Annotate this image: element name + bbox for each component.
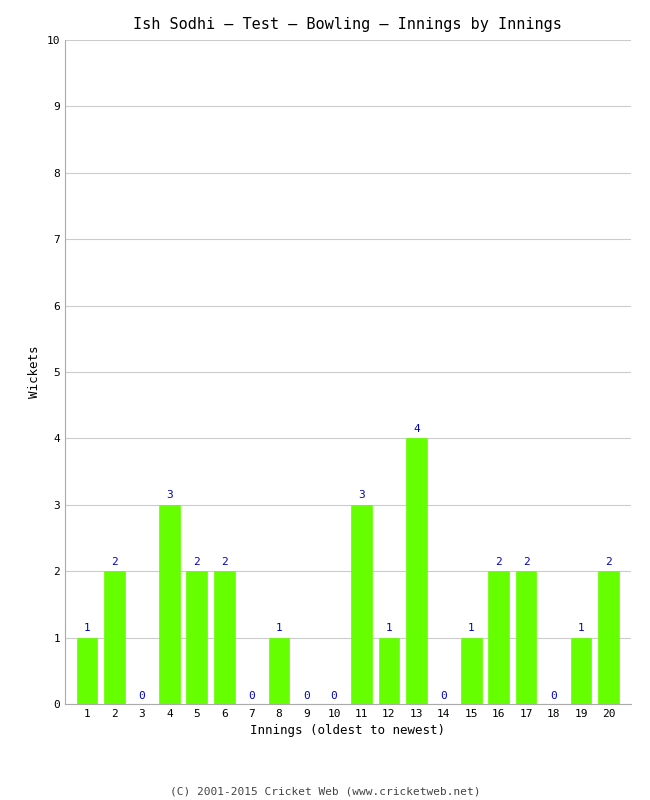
Text: 0: 0 xyxy=(248,690,255,701)
Text: 1: 1 xyxy=(84,623,90,633)
Text: 2: 2 xyxy=(605,557,612,566)
Text: 2: 2 xyxy=(495,557,502,566)
Bar xyxy=(77,638,98,704)
Bar xyxy=(187,571,207,704)
Text: 4: 4 xyxy=(413,424,420,434)
Bar xyxy=(214,571,235,704)
Title: Ish Sodhi – Test – Bowling – Innings by Innings: Ish Sodhi – Test – Bowling – Innings by … xyxy=(133,17,562,32)
Bar xyxy=(571,638,592,704)
Text: 2: 2 xyxy=(523,557,530,566)
Text: 1: 1 xyxy=(385,623,393,633)
X-axis label: Innings (oldest to newest): Innings (oldest to newest) xyxy=(250,725,445,738)
Text: 0: 0 xyxy=(441,690,447,701)
Bar xyxy=(488,571,509,704)
Text: 3: 3 xyxy=(358,490,365,500)
Text: 2: 2 xyxy=(194,557,200,566)
Text: (C) 2001-2015 Cricket Web (www.cricketweb.net): (C) 2001-2015 Cricket Web (www.cricketwe… xyxy=(170,786,480,796)
Bar xyxy=(379,638,399,704)
Bar xyxy=(516,571,536,704)
Text: 0: 0 xyxy=(303,690,310,701)
Bar xyxy=(461,638,482,704)
Bar xyxy=(406,438,426,704)
Text: 2: 2 xyxy=(111,557,118,566)
Text: 1: 1 xyxy=(578,623,584,633)
Text: 3: 3 xyxy=(166,490,173,500)
Bar xyxy=(104,571,125,704)
Text: 0: 0 xyxy=(551,690,557,701)
Text: 2: 2 xyxy=(221,557,228,566)
Bar xyxy=(351,505,372,704)
Bar xyxy=(598,571,619,704)
Text: 0: 0 xyxy=(331,690,337,701)
Bar xyxy=(269,638,289,704)
Y-axis label: Wickets: Wickets xyxy=(28,346,41,398)
Text: 0: 0 xyxy=(138,690,145,701)
Text: 1: 1 xyxy=(468,623,474,633)
Bar xyxy=(159,505,179,704)
Text: 1: 1 xyxy=(276,623,283,633)
